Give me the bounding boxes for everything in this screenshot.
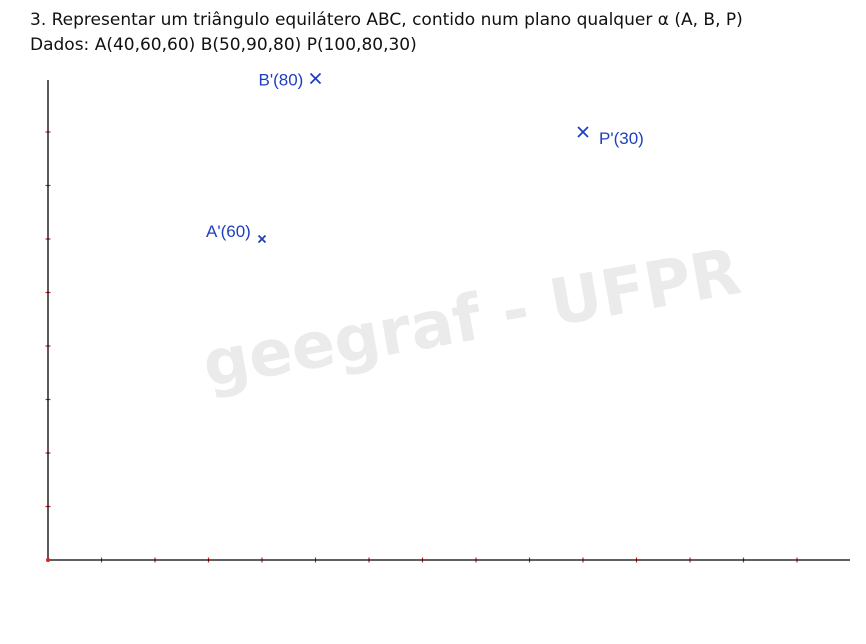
exercise-statement: 3. Representar um triângulo equilátero A… (30, 8, 743, 58)
point-b: B'(80) (259, 71, 322, 90)
exercise-title: 3. Representar um triângulo equilátero A… (30, 10, 743, 30)
point-label: P'(30) (599, 129, 644, 148)
point-a: A'(60) (206, 222, 267, 244)
projected-points: A'(60) B'(80) P'(30) (206, 71, 644, 244)
point-cross-mark (577, 126, 589, 138)
point-label: A'(60) (206, 222, 251, 241)
point-cross-mark (309, 72, 322, 85)
point-label: B'(80) (259, 71, 304, 90)
exercise-given-data: Dados: A(40,60,60) B(50,90,80) P(100,80,… (30, 35, 417, 55)
point-p: P'(30) (577, 126, 644, 148)
point-cross-mark (257, 234, 267, 244)
watermark: geegraf - UFPR (197, 235, 746, 402)
origin-point (46, 558, 50, 562)
